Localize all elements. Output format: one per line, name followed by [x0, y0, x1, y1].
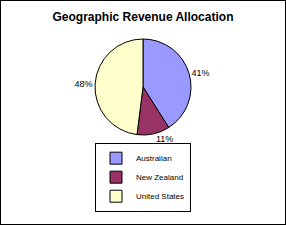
svg-text:11%: 11%	[156, 134, 173, 144]
svg-text:48%: 48%	[75, 79, 93, 89]
svg-text:Geographic Revenue Allocation: Geographic Revenue Allocation	[53, 10, 234, 24]
svg-text:41%: 41%	[192, 68, 210, 78]
svg-text:Australian: Australian	[136, 154, 172, 163]
svg-text:New Zealand: New Zealand	[136, 173, 183, 182]
svg-text:United States: United States	[136, 192, 184, 201]
